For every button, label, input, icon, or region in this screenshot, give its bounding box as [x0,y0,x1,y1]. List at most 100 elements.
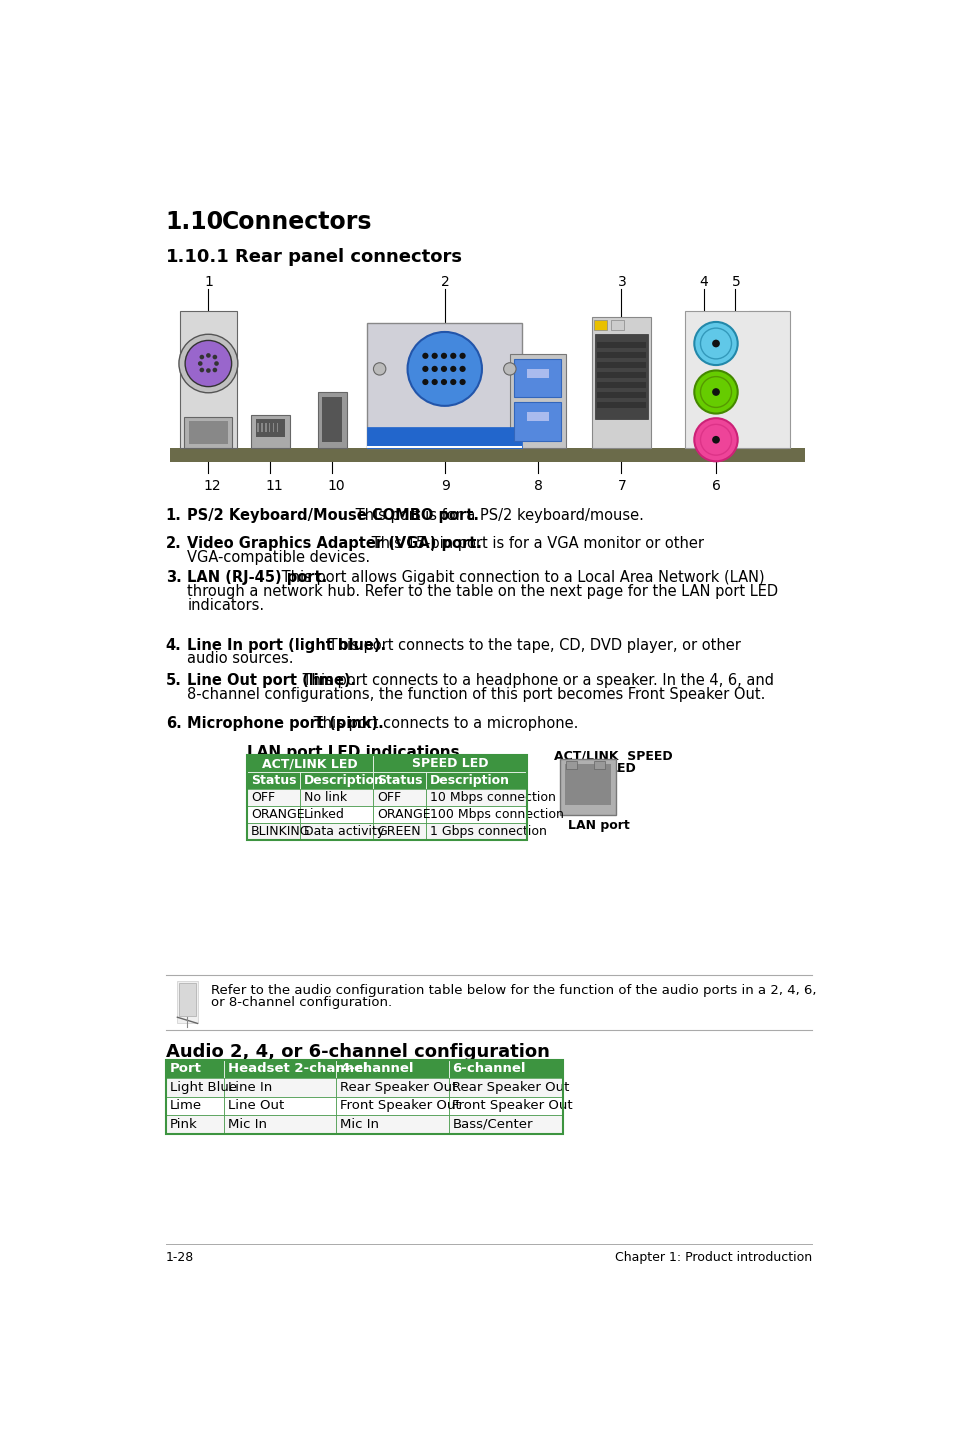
Bar [269,423,270,431]
Bar [367,322,521,449]
Text: Bass/Center: Bass/Center [452,1117,533,1130]
Text: through a network hub. Refer to the table on the next page for the LAN port LED: through a network hub. Refer to the tabl… [187,584,778,598]
Text: 4: 4 [699,275,707,289]
Circle shape [440,380,447,385]
Bar [514,403,560,440]
Circle shape [450,352,456,360]
Text: Status: Status [377,774,422,788]
Bar [594,321,606,329]
Circle shape [711,388,720,395]
Text: This port is for a PS/2 keyboard/mouse.: This port is for a PS/2 keyboard/mouse. [351,508,643,523]
Circle shape [711,339,720,348]
Circle shape [407,332,481,406]
Text: BLINKING: BLINKING [251,825,310,838]
Text: Line Out port (lime).: Line Out port (lime). [187,673,356,687]
Bar [265,423,266,431]
Bar [257,423,258,431]
Text: Light Blue: Light Blue [170,1081,236,1094]
Bar [261,423,262,431]
Bar [224,1097,335,1114]
Text: Mic In: Mic In [228,1117,267,1130]
Circle shape [440,352,447,360]
Text: 1.10: 1.10 [166,210,224,233]
Bar [596,352,645,358]
Bar [596,393,645,398]
Text: 3.: 3. [166,569,181,585]
Bar [595,334,647,418]
Text: Lime: Lime [170,1099,201,1113]
Bar [189,421,228,444]
Bar [684,311,789,449]
Text: 8: 8 [534,479,542,493]
Text: Pink: Pink [170,1117,197,1130]
Circle shape [700,424,731,456]
Circle shape [431,365,437,372]
Bar [564,764,611,805]
Bar [247,789,299,807]
Circle shape [711,436,720,443]
Bar [247,772,299,789]
Text: Audio 2, 4, or 6-channel configuration: Audio 2, 4, or 6-channel configuration [166,1043,549,1061]
Bar [299,772,373,789]
Text: 1.10.1: 1.10.1 [166,247,230,266]
Text: VGA-compatible devices.: VGA-compatible devices. [187,549,370,565]
Bar [426,789,526,807]
Bar [373,772,426,789]
Bar [247,823,299,840]
Bar [299,823,373,840]
Text: Data activity: Data activity [303,825,383,838]
Circle shape [459,380,465,385]
Circle shape [199,355,204,360]
Bar [514,360,560,397]
Circle shape [431,352,437,360]
Text: 1: 1 [204,275,213,289]
Circle shape [459,365,465,372]
Bar [509,354,565,449]
Text: Chapter 1: Product introduction: Chapter 1: Product introduction [615,1251,811,1264]
Text: Line In: Line In [228,1081,272,1094]
Text: Headset 2-channel: Headset 2-channel [228,1063,367,1076]
Bar [748,311,786,449]
Bar [596,403,645,408]
Bar [166,1060,224,1078]
Circle shape [440,365,447,372]
Bar [426,823,526,840]
Text: 1-28: 1-28 [166,1251,193,1264]
Circle shape [700,377,731,407]
Bar [367,427,521,449]
Text: This port allows Gigabit connection to a Local Area Network (LAN): This port allows Gigabit connection to a… [276,569,764,585]
Bar [335,1097,448,1114]
Bar [166,1114,224,1133]
Circle shape [206,368,211,372]
Text: Description: Description [303,774,383,788]
Bar [448,1114,562,1133]
Text: Line Out: Line Out [228,1099,284,1113]
Text: Line In port (light blue).: Line In port (light blue). [187,637,386,653]
Circle shape [694,322,737,365]
Bar [184,417,233,449]
Text: No link: No link [303,791,347,804]
Circle shape [700,328,731,360]
Text: Rear Speaker Out: Rear Speaker Out [452,1081,569,1094]
Bar [559,759,616,815]
Text: 4-channel: 4-channel [340,1063,414,1076]
Bar [170,449,804,462]
Bar [566,761,577,768]
Bar [448,1078,562,1097]
Text: Rear Speaker Out: Rear Speaker Out [340,1081,457,1094]
Bar [335,1060,448,1078]
Text: ORANGE: ORANGE [377,808,431,821]
Text: Front Speaker Out: Front Speaker Out [340,1099,460,1113]
Text: OFF: OFF [377,791,401,804]
Bar [592,318,650,449]
Bar [426,807,526,823]
Bar [373,789,426,807]
Bar [224,1078,335,1097]
Circle shape [199,368,204,372]
Bar [179,311,236,449]
Text: 2.: 2. [166,536,181,551]
Bar [224,1114,335,1133]
Text: ACT/LINK  SPEED: ACT/LINK SPEED [554,749,672,762]
Text: LAN port: LAN port [567,818,629,831]
Bar [247,755,373,772]
